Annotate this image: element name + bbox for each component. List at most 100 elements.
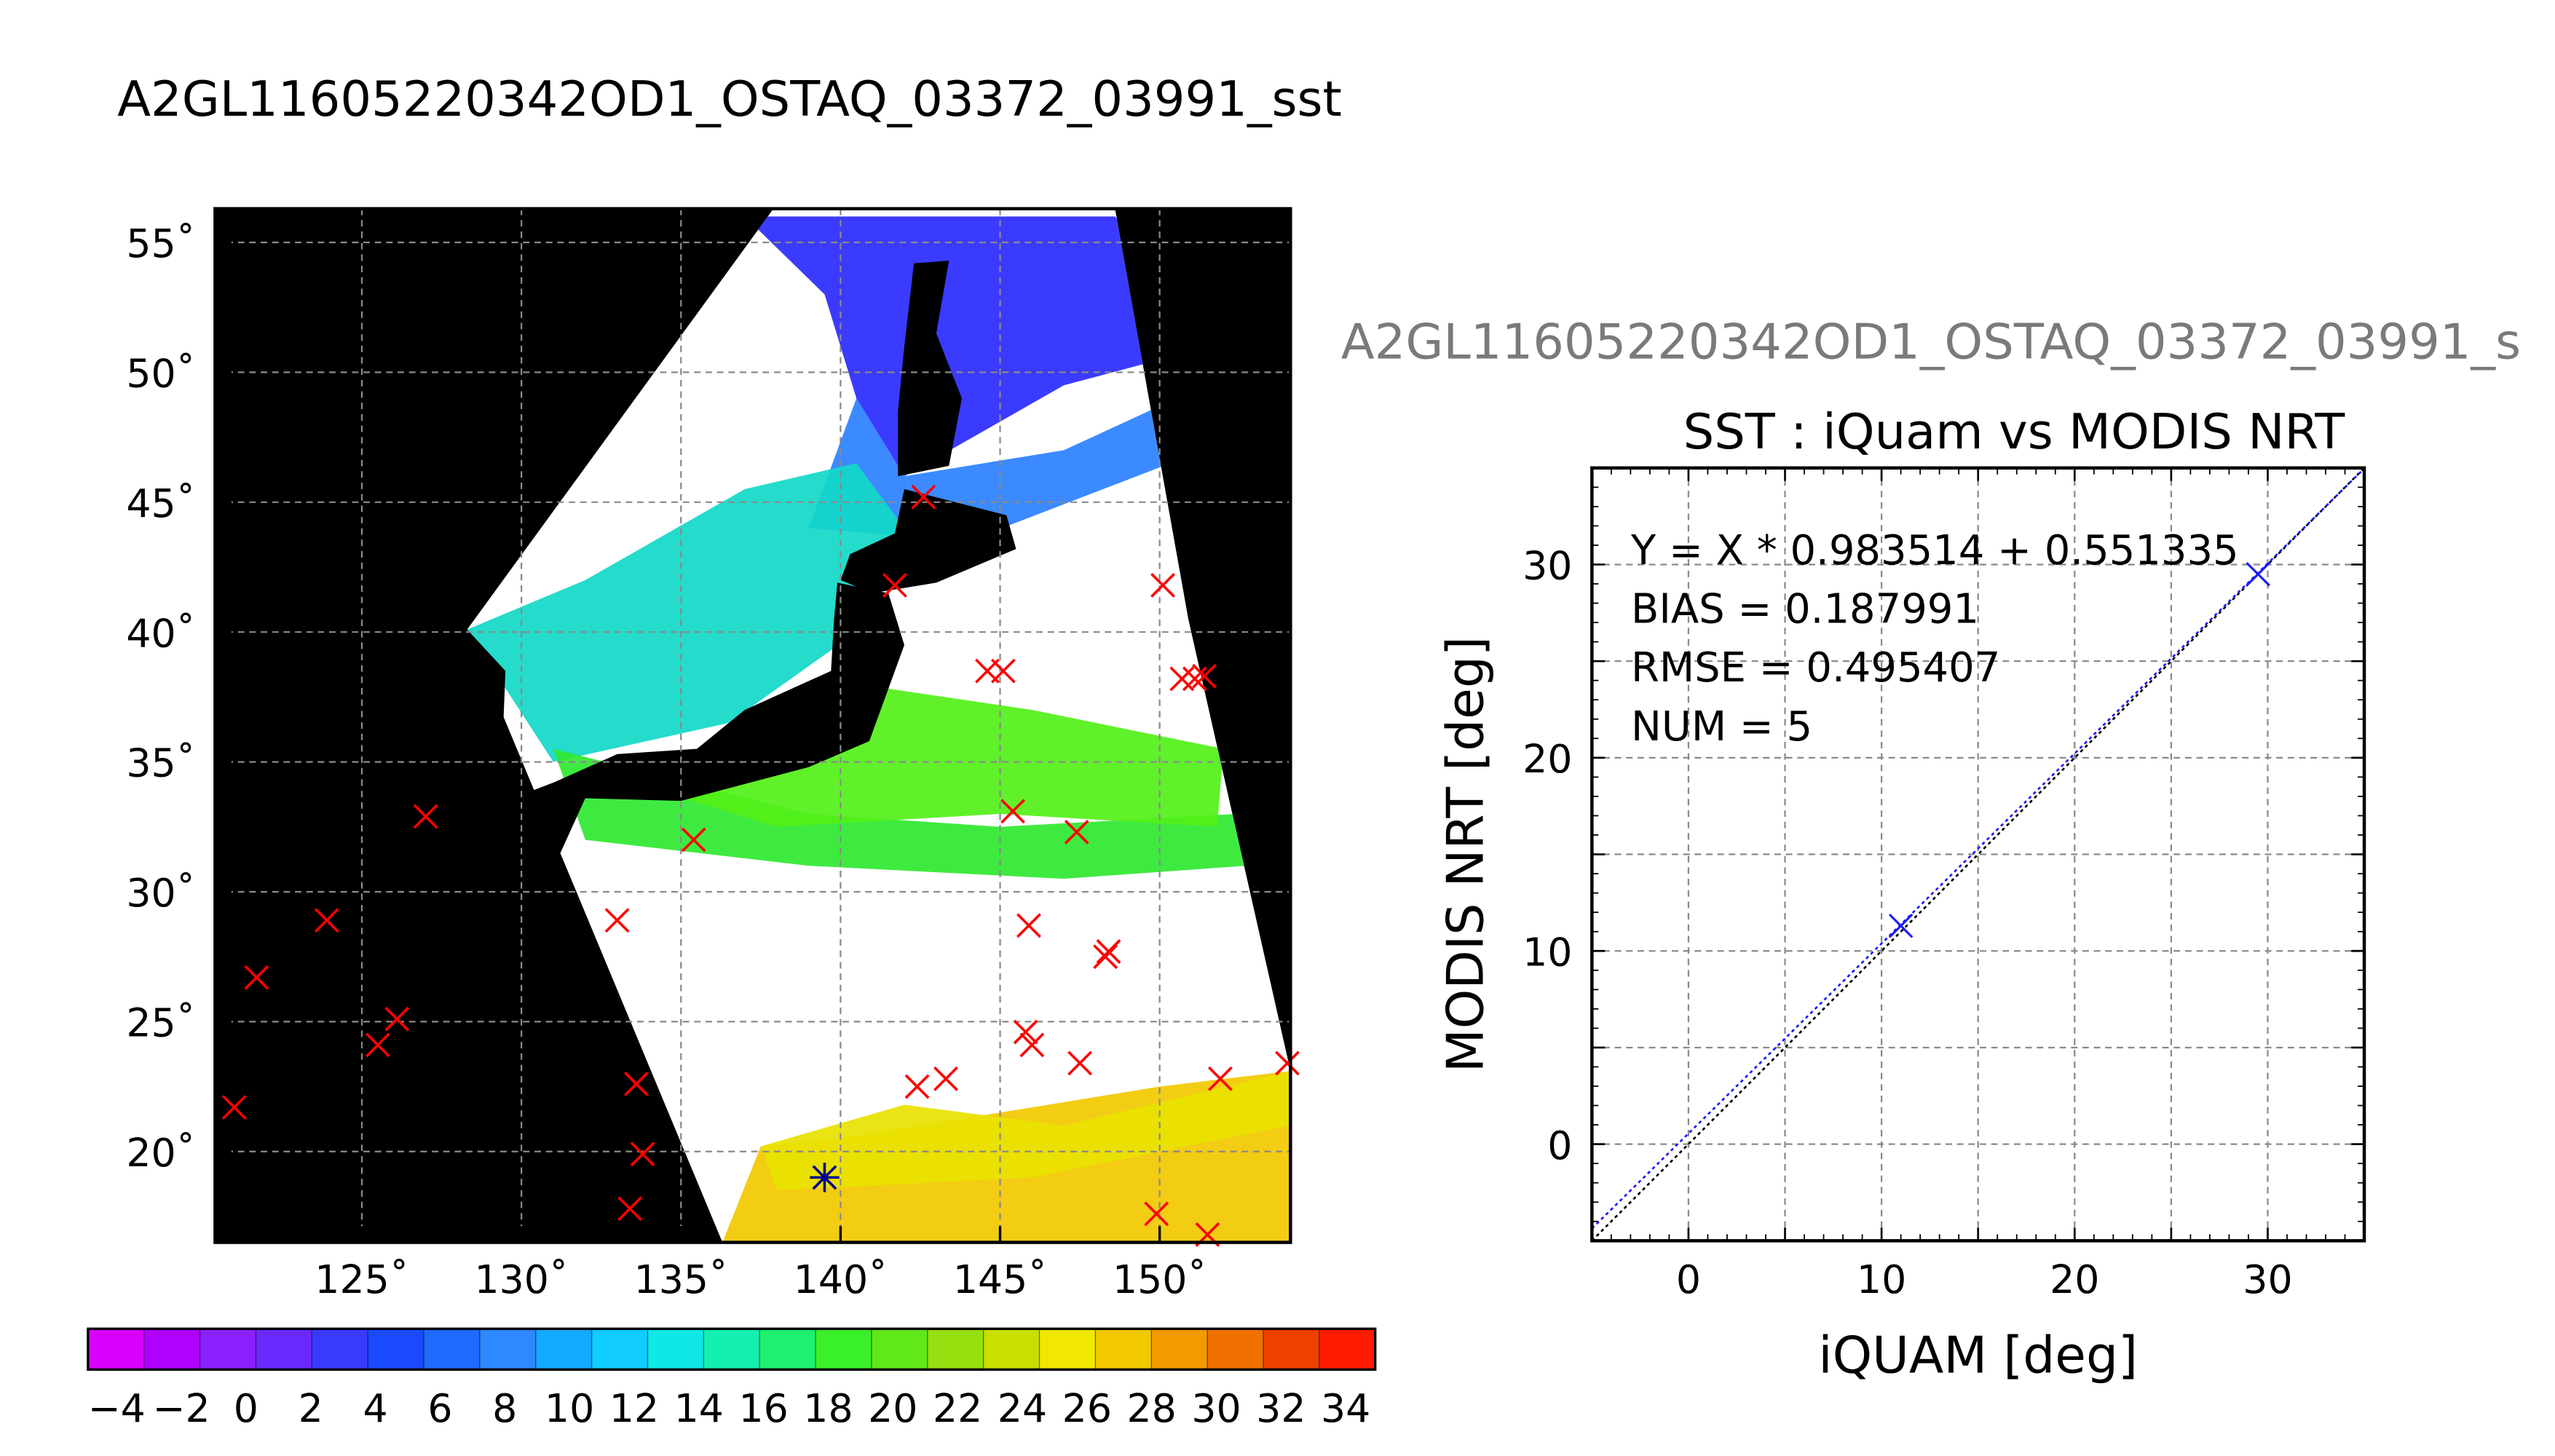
y-tick-label: 30: [1523, 543, 1572, 589]
marker-stroke: [933, 1066, 958, 1091]
marker-stroke: [990, 658, 1016, 684]
insitu-marker: [244, 965, 269, 990]
insitu-marker: [882, 573, 907, 598]
y-axis-label: MODIS NRT [deg]: [1437, 636, 1495, 1072]
insitu-marker: [1064, 819, 1089, 844]
colorbar-swatch: [312, 1329, 369, 1370]
point-stroke: [1888, 913, 1914, 938]
sst-map: 125˚ 130˚ 135˚ 140˚ 145˚ 150˚ 20˚ 25˚ 30˚ 35˚ 40˚ 4…: [126, 207, 1300, 1302]
colorbar-label: 2: [299, 1385, 323, 1431]
insitu-marker: [1169, 666, 1195, 692]
colorbar-swatch: [591, 1329, 649, 1370]
land-japan-main: [505, 582, 904, 869]
insitu-marker: [630, 1142, 655, 1167]
insitu-marker-asterisk: [810, 1163, 840, 1192]
insitu-marker: [1275, 1051, 1300, 1076]
colorbar-label: 28: [1127, 1385, 1177, 1431]
colorbar-label: −2: [152, 1385, 210, 1431]
sst-region-kuroshio-yellow: [760, 1071, 1291, 1191]
land-sakhalin: [898, 261, 962, 477]
colorbar-frame: [87, 1327, 1377, 1371]
insitu-marker: [1144, 1201, 1169, 1227]
colorbar-swatch: [368, 1329, 425, 1370]
insitu-marker: [1093, 944, 1118, 970]
marker-stroke: [1064, 819, 1089, 844]
colorbar-label: 32: [1256, 1385, 1306, 1431]
colorbar-label: 20: [868, 1385, 917, 1431]
ghost-title: A2GL11605220342OD1_OSTAQ_03372_03991_s: [1340, 314, 2522, 372]
insitu-marker: [1013, 1019, 1038, 1045]
marker-stroke: [365, 1032, 390, 1058]
x-tick-label: 0: [1676, 1257, 1701, 1302]
insitu-marker: [990, 658, 1016, 684]
stats-line: NUM = 5: [1631, 703, 1812, 751]
lon-tick-label: 145˚: [953, 1257, 1047, 1302]
scatter-point: [1888, 913, 1914, 938]
insitu-marker: [1019, 1032, 1045, 1058]
marker-stroke: [1182, 666, 1207, 692]
colorbar-swatch: [927, 1329, 984, 1370]
colorbar-label: 4: [363, 1385, 388, 1431]
marker-stroke: [1275, 1051, 1300, 1076]
lon-tick-label: 135˚: [634, 1257, 728, 1302]
colorbar-swatch: [871, 1329, 928, 1370]
x-tick-label: 10: [1857, 1257, 1906, 1302]
marker-stroke: [1150, 573, 1175, 598]
marker-stroke: [1093, 944, 1118, 970]
y-tick-label: 0: [1547, 1123, 1572, 1168]
colorbar-swatch: [143, 1329, 201, 1370]
colorbar-swatch: [703, 1329, 761, 1370]
colorbar-label: 14: [674, 1385, 724, 1431]
colorbar-label: 30: [1191, 1385, 1241, 1431]
colorbar-swatch: [983, 1329, 1040, 1370]
marker-stroke: [244, 965, 269, 990]
colorbar-swatch: [424, 1329, 481, 1370]
marker-stroke: [617, 1196, 643, 1222]
sst-colorbar: −4 −2 0 2 4 6 8 10 12 14 16 18 20 22 24 26 28 30 32 34: [87, 1327, 1377, 1431]
colorbar-swatch: [1207, 1329, 1265, 1370]
y-tick-label: 10: [1523, 929, 1572, 975]
scatter-plot: SST : iQuam vs MODIS NRT 0 10 20 30 0 10 20 30 Y …: [1437, 403, 2366, 1385]
sst-region-pacific-green: [553, 748, 1247, 879]
marker-stroke: [1144, 1201, 1169, 1227]
sst-region-sea-of-japan: [467, 463, 904, 762]
colorbar-label: 8: [492, 1385, 517, 1431]
insitu-marker: [1192, 663, 1217, 689]
lon-tick-label: 140˚: [794, 1257, 888, 1302]
colorbar-label: 34: [1321, 1385, 1370, 1431]
marker-stroke: [1013, 1019, 1038, 1045]
x-tick-label: 20: [2050, 1257, 2099, 1302]
colorbar-swatch: [256, 1329, 313, 1370]
insitu-marker: [911, 484, 936, 510]
colorbar-swatch: [1151, 1329, 1209, 1370]
point-stroke: [2246, 561, 2270, 587]
marker-stroke: [314, 908, 339, 933]
colorbar-swatch: [647, 1329, 705, 1370]
colorbar-label: 22: [933, 1385, 982, 1431]
insitu-marker: [1000, 799, 1025, 824]
marker-stroke: [221, 1095, 247, 1120]
colorbar-label: 24: [998, 1385, 1047, 1431]
insitu-marker: [681, 827, 706, 852]
lat-tick-label: 50˚: [126, 351, 195, 397]
colorbar-label: 10: [545, 1385, 594, 1431]
marker-stroke: [623, 1072, 649, 1096]
marker-stroke: [1000, 799, 1025, 824]
insitu-marker: [413, 804, 438, 829]
insitu-marker: [365, 1032, 390, 1058]
map-frame: [213, 207, 1292, 1244]
marker-stroke: [1067, 1051, 1093, 1076]
lon-tick-label: 150˚: [1113, 1257, 1207, 1302]
colorbar-label: 6: [427, 1385, 452, 1431]
insitu-marker: [1067, 1051, 1093, 1076]
marker-stroke: [1019, 1032, 1045, 1058]
stats-line: BIAS = 0.187991: [1631, 586, 1979, 633]
colorbar-label: 12: [609, 1385, 659, 1431]
insitu-marker: [1207, 1066, 1233, 1091]
scatter-frame: [1590, 466, 2366, 1243]
insitu-marker: [221, 1095, 247, 1120]
insitu-marker: [1096, 939, 1121, 964]
scatter-point: [2246, 561, 2270, 587]
colorbar-swatch: [1095, 1329, 1153, 1370]
